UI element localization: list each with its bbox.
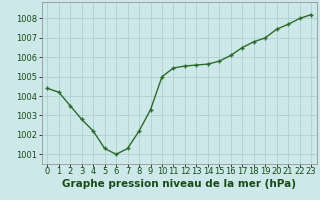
X-axis label: Graphe pression niveau de la mer (hPa): Graphe pression niveau de la mer (hPa): [62, 179, 296, 189]
